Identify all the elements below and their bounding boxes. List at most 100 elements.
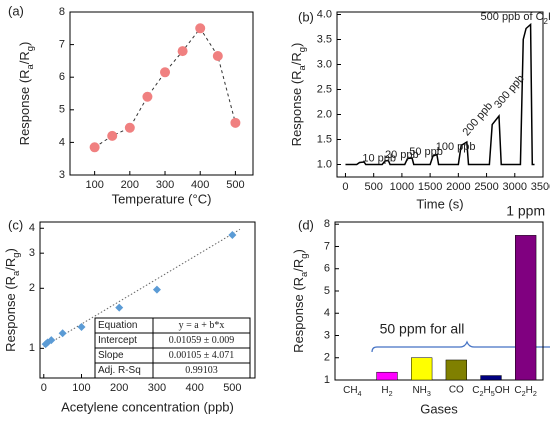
y-tick-label: 3	[59, 169, 65, 181]
x-tick-label: 500	[226, 179, 244, 191]
x-tick-label-part: H	[484, 385, 491, 396]
x-tick-label: 400	[191, 179, 209, 191]
y-axis-label-part: Response (R	[3, 276, 18, 352]
response-line	[345, 22, 535, 166]
plot-frame	[69, 11, 254, 176]
annotation: 50 ppm for all	[380, 321, 465, 337]
panel-label: (d)	[298, 217, 314, 232]
x-tick-label-part: 2	[522, 389, 526, 398]
point	[177, 46, 188, 57]
x-tick-label-part: 5	[491, 389, 495, 398]
x-tick-label-part: OH	[495, 385, 510, 396]
y-tick-label: 6	[324, 263, 330, 275]
annotation: 50 ppb	[409, 146, 443, 158]
annotation: 1 ppm	[506, 203, 545, 219]
y-axis-label-part: Response (R	[291, 277, 306, 353]
y-axis-label-part: a	[25, 63, 35, 69]
y-tick-label: 8	[324, 218, 330, 230]
point	[89, 142, 100, 153]
y-axis-label-part: g	[297, 47, 307, 52]
point	[77, 322, 86, 331]
y-axis-label-part: /R	[3, 258, 18, 271]
x-tick-label-part: NH	[412, 385, 426, 396]
y-axis-label: Response (Ra/Rg)	[17, 42, 35, 146]
x-tick-label: H2	[381, 385, 392, 399]
fit-table-value: y = a + b*x	[179, 320, 225, 331]
x-tick-label: 100	[85, 179, 103, 191]
y-axis-label-part: Response (R	[289, 70, 304, 146]
panel-label: (a)	[8, 3, 24, 18]
point	[160, 67, 171, 78]
annotation-part: H	[548, 11, 550, 23]
x-tick-label: 3500	[531, 181, 550, 193]
annotation-part: 2	[544, 17, 548, 26]
x-tick-label-part: H	[526, 385, 533, 396]
bar	[480, 375, 502, 381]
fit-table-value: 0.01059 ± 0.009	[169, 335, 235, 346]
y-tick-label: 7	[324, 240, 330, 252]
bar	[445, 359, 467, 381]
brace	[371, 340, 550, 353]
y-axis-label-part: g	[11, 253, 21, 258]
y-tick-label: 4	[324, 307, 330, 319]
y-axis-label-part: )	[289, 43, 304, 47]
point	[142, 91, 153, 102]
y-tick-label: 2.5	[317, 83, 332, 95]
x-tick-label: C2H2	[514, 385, 536, 399]
x-tick-label: 2500	[474, 181, 498, 193]
y-tick-label: 6	[59, 71, 65, 83]
y-tick-label: 4	[29, 222, 35, 234]
x-tick-label: 1000	[390, 181, 414, 193]
y-axis-label: Response (Ra/Rg)	[3, 248, 21, 352]
annotation-part: 500 ppb of C	[481, 11, 544, 23]
fit-table-key: Intercept	[98, 335, 137, 346]
y-axis-label-part: a	[299, 271, 309, 277]
fit-table-value: 0.99103	[185, 365, 218, 376]
y-tick-label: 7	[59, 39, 65, 51]
point	[124, 122, 135, 133]
annotation: 20 ppb	[385, 149, 419, 161]
annotation: 100 ppb	[436, 141, 476, 153]
y-axis-label-part: /R	[17, 51, 32, 64]
y-axis-label-part: Response (R	[17, 69, 32, 145]
fit-table-value: 0.00105 ± 4.071	[169, 350, 235, 361]
y-axis-label-part: )	[291, 249, 306, 253]
fit-table-key: Equation	[98, 320, 137, 331]
point	[230, 117, 241, 128]
panel-label: (b)	[298, 9, 314, 24]
y-tick-label: 4.0	[317, 8, 332, 20]
annotation: 10 ppb	[362, 152, 396, 164]
x-tick-label-part: CH	[343, 385, 357, 396]
y-tick-label: 1.0	[317, 158, 332, 170]
y-axis-label-part: )	[3, 248, 18, 252]
y-axis-label: Response (Ra/Rg)	[291, 249, 309, 353]
y-tick-label: 3	[29, 247, 35, 259]
annotation: 200 ppb	[460, 100, 495, 138]
y-axis-label-part: a	[297, 64, 307, 70]
y-tick-label: 1	[29, 342, 35, 354]
x-tick-label: 200	[110, 382, 128, 394]
x-tick-label: 0	[41, 382, 47, 394]
x-tick-label-part: 3	[427, 389, 431, 398]
y-tick-label: 1	[324, 374, 330, 386]
x-tick-label: CO	[449, 385, 464, 396]
point	[152, 285, 161, 294]
x-tick-label: 2000	[446, 181, 470, 193]
x-tick-label: NH3	[412, 385, 430, 399]
x-axis-label: Time (s)	[416, 196, 463, 211]
trend-line	[94, 27, 236, 148]
y-tick-label: 2	[29, 282, 35, 294]
x-tick-label: 1500	[418, 181, 442, 193]
x-tick-label-part: C	[472, 385, 479, 396]
point	[115, 303, 124, 312]
x-axis-label: Gases	[420, 401, 458, 416]
x-tick-label-part: C	[514, 385, 521, 396]
y-tick-label: 2	[324, 352, 330, 364]
x-tick-label: 200	[121, 179, 139, 191]
y-tick-label: 4	[59, 136, 65, 148]
x-tick-label: 0	[342, 181, 348, 193]
y-tick-label: 5	[324, 285, 330, 297]
y-axis-label-part: a	[11, 270, 21, 276]
x-tick-label: 100	[72, 382, 90, 394]
